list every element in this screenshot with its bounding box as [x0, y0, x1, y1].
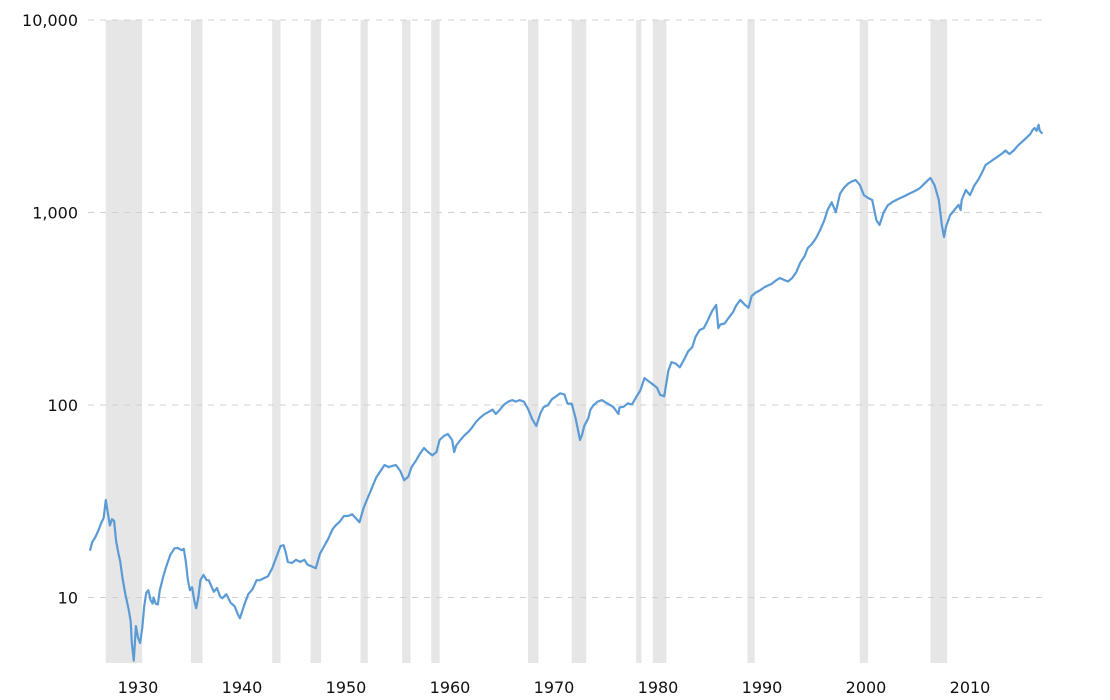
y-tick-label: 10: [58, 589, 78, 608]
x-axis-labels: 1930 1940 1950 1960 1970 1980 1990 2000 2010: [118, 678, 991, 697]
x-tick-label: 1990: [742, 678, 783, 697]
x-tick-label: 2010: [950, 678, 991, 697]
index-line: [89, 123, 1043, 662]
x-tick-label: 1970: [534, 678, 575, 697]
y-tick-label: 100: [47, 396, 78, 415]
x-tick-label: 1950: [326, 678, 367, 697]
recession-band: [272, 20, 281, 663]
x-tick-label: 1940: [222, 678, 263, 697]
y-axis-labels: 10,000 1,000 100 10: [22, 11, 78, 608]
recession-band: [571, 20, 587, 663]
recession-band: [310, 20, 322, 663]
recession-bands: [105, 20, 948, 663]
y-tick-label: 10,000: [22, 11, 78, 30]
x-tick-label: 1960: [430, 678, 471, 697]
x-tick-label: 1930: [118, 678, 159, 697]
recession-band: [105, 20, 143, 663]
y-tick-label: 1,000: [32, 204, 78, 223]
recession-band: [431, 20, 440, 663]
x-tick-label: 1980: [638, 678, 679, 697]
recession-band: [930, 20, 948, 663]
recession-band: [636, 20, 642, 663]
recession-band: [528, 20, 539, 663]
recession-band: [402, 20, 411, 663]
gridlines: [88, 19, 1045, 598]
recession-band: [859, 20, 869, 663]
x-tick-label: 2000: [846, 678, 887, 697]
recession-band: [191, 20, 203, 663]
recession-band: [652, 20, 667, 663]
recession-band: [747, 20, 755, 663]
recession-band: [360, 20, 368, 663]
